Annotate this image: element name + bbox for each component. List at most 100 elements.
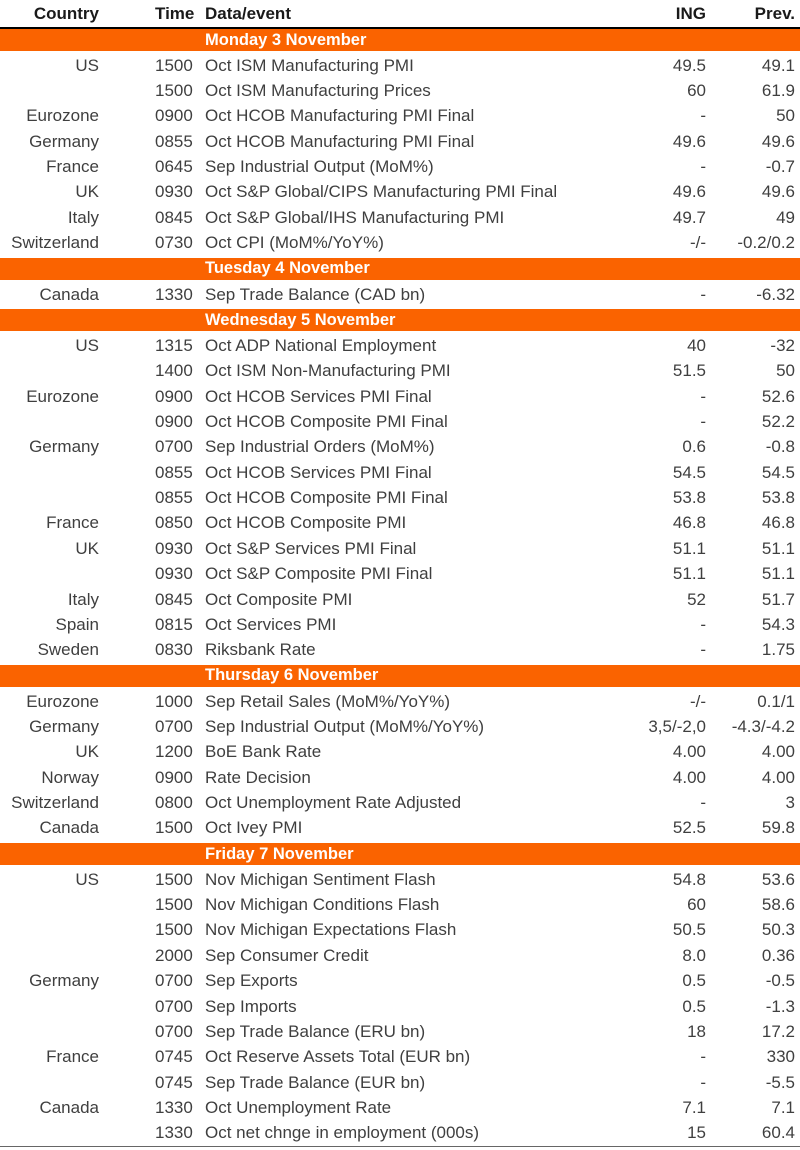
event-cell: Oct Ivey PMI <box>205 818 303 838</box>
country-cell: US <box>75 335 99 355</box>
ing-forecast-cell: 52 <box>687 589 706 609</box>
event-cell: Oct HCOB Manufacturing PMI Final <box>205 106 475 126</box>
event-cell: Oct Composite PMI <box>205 589 353 609</box>
previous-value-cell: 49.1 <box>761 55 795 75</box>
event-cell: Oct net chnge in employment (000s) <box>205 1123 480 1143</box>
previous-value-cell: 50 <box>776 106 795 126</box>
time-cell: 0930 <box>155 538 193 558</box>
time-cell: 0800 <box>155 793 193 813</box>
country-cell: Canada <box>39 1097 99 1117</box>
country-cell <box>0 943 99 968</box>
country-cell: Italy <box>67 207 99 227</box>
event-row: Eurozone 0900 Oct HCOB Services PMI Fina… <box>0 384 800 409</box>
time-cell: 0845 <box>155 207 193 227</box>
calendar-table-body: Monday 3 November US 1500 Oct ISM Manufa… <box>0 27 800 1147</box>
column-header-time: Time <box>99 0 198 29</box>
event-cell: Oct ISM Non-Manufacturing PMI <box>205 361 451 381</box>
ing-forecast-cell: 3,5/-2,0 <box>648 716 706 736</box>
previous-value-cell: 330 <box>766 1047 795 1067</box>
previous-value-cell: 61.9 <box>761 81 795 101</box>
column-header-ing: ING <box>596 0 706 29</box>
day-section-band: Friday 7 November <box>0 841 800 868</box>
event-row: UK 0930 Oct S&P Services PMI Final 51.1 … <box>0 536 800 561</box>
country-cell <box>0 359 99 384</box>
time-cell: 0745 <box>155 1047 193 1067</box>
day-band-label: Thursday 6 November <box>0 662 800 689</box>
time-cell: 1200 <box>155 742 193 762</box>
time-cell: 1000 <box>155 691 193 711</box>
event-row: 1500 Nov Michigan Expectations Flash 50.… <box>0 918 800 943</box>
event-row: 1500 Nov Michigan Conditions Flash 60 58… <box>0 892 800 917</box>
event-cell: Oct HCOB Composite PMI Final <box>205 488 448 508</box>
previous-value-cell: 50.3 <box>761 920 795 940</box>
event-cell: Rate Decision <box>205 767 311 787</box>
country-cell: Spain <box>55 614 99 634</box>
ing-forecast-cell: 49.7 <box>672 207 706 227</box>
country-cell: Sweden <box>37 640 99 660</box>
ing-forecast-cell: 60 <box>687 81 706 101</box>
country-cell: Switzerland <box>11 793 99 813</box>
previous-value-cell: 46.8 <box>761 513 795 533</box>
event-row: Norway 0900 Rate Decision 4.00 4.00 <box>0 765 800 790</box>
previous-value-cell: 51.1 <box>761 538 795 558</box>
event-cell: Riksbank Rate <box>205 640 316 660</box>
ing-forecast-cell: - <box>700 284 706 304</box>
event-row: Germany 0700 Sep Industrial Orders (MoM%… <box>0 435 800 460</box>
event-cell: Oct HCOB Composite PMI <box>205 513 407 533</box>
country-cell: Canada <box>39 818 99 838</box>
time-cell: 1330 <box>155 284 193 304</box>
time-cell: 1315 <box>155 335 193 355</box>
time-cell: 0730 <box>155 233 193 253</box>
previous-value-cell: 50 <box>776 361 795 381</box>
time-cell: 0700 <box>155 996 193 1016</box>
previous-value-cell: 17.2 <box>761 1021 795 1041</box>
event-cell: Oct Reserve Assets Total (EUR bn) <box>205 1047 471 1067</box>
previous-value-cell: -4.3/-4.2 <box>731 716 795 736</box>
column-header-country: Country <box>0 0 99 29</box>
previous-value-cell: 51.7 <box>761 589 795 609</box>
ing-forecast-cell: 40 <box>687 335 706 355</box>
event-row: 1400 Oct ISM Non-Manufacturing PMI 51.5 … <box>0 359 800 384</box>
event-row: Canada 1330 Sep Trade Balance (CAD bn) -… <box>0 281 800 308</box>
previous-value-cell: 53.6 <box>761 869 795 889</box>
event-cell: Oct Unemployment Rate <box>205 1097 392 1117</box>
country-cell <box>0 918 99 943</box>
day-section-band: Tuesday 4 November <box>0 255 800 282</box>
event-row: Eurozone 0900 Oct HCOB Manufacturing PMI… <box>0 104 800 129</box>
ing-forecast-cell: 53.8 <box>672 488 706 508</box>
previous-value-cell: -0.5 <box>765 971 795 991</box>
time-cell: 0900 <box>155 411 193 431</box>
country-cell: UK <box>75 538 99 558</box>
ing-forecast-cell: 4.00 <box>672 742 706 762</box>
previous-value-cell: 53.8 <box>761 488 795 508</box>
event-row: Eurozone 1000 Sep Retail Sales (MoM%/YoY… <box>0 688 800 714</box>
event-cell: Sep Imports <box>205 996 297 1016</box>
ing-forecast-cell: 15 <box>687 1123 706 1143</box>
event-row: UK 0930 Oct S&P Global/CIPS Manufacturin… <box>0 180 800 205</box>
event-cell: Sep Trade Balance (EUR bn) <box>205 1072 426 1092</box>
time-cell: 0855 <box>155 462 193 482</box>
country-cell: Eurozone <box>26 386 99 406</box>
time-cell: 2000 <box>155 945 193 965</box>
day-band-label: Friday 7 November <box>0 841 800 868</box>
header-row: Country Time Data/event ING Prev. <box>0 0 800 29</box>
country-cell: France <box>46 513 99 533</box>
event-row: US 1500 Nov Michigan Sentiment Flash 54.… <box>0 866 800 892</box>
event-row: Germany 0700 Sep Exports 0.5 -0.5 <box>0 969 800 994</box>
time-cell: 0850 <box>155 513 193 533</box>
ing-forecast-cell: 54.8 <box>672 869 706 889</box>
event-row: Italy 0845 Oct Composite PMI 52 51.7 <box>0 587 800 612</box>
country-cell: UK <box>75 182 99 202</box>
previous-value-cell: -32 <box>770 335 795 355</box>
country-cell: Germany <box>29 437 99 457</box>
day-section-band: Thursday 6 November <box>0 662 800 689</box>
previous-value-cell: 4.00 <box>761 767 795 787</box>
event-cell: Oct S&P Global/IHS Manufacturing PMI <box>205 207 505 227</box>
ing-forecast-cell: 49.6 <box>672 182 706 202</box>
time-cell: 0815 <box>155 614 193 634</box>
previous-value-cell: 49.6 <box>761 182 795 202</box>
day-band-label: Tuesday 4 November <box>0 255 800 282</box>
ing-forecast-cell: 18 <box>687 1021 706 1041</box>
country-cell <box>0 78 99 103</box>
event-cell: Nov Michigan Conditions Flash <box>205 895 440 915</box>
